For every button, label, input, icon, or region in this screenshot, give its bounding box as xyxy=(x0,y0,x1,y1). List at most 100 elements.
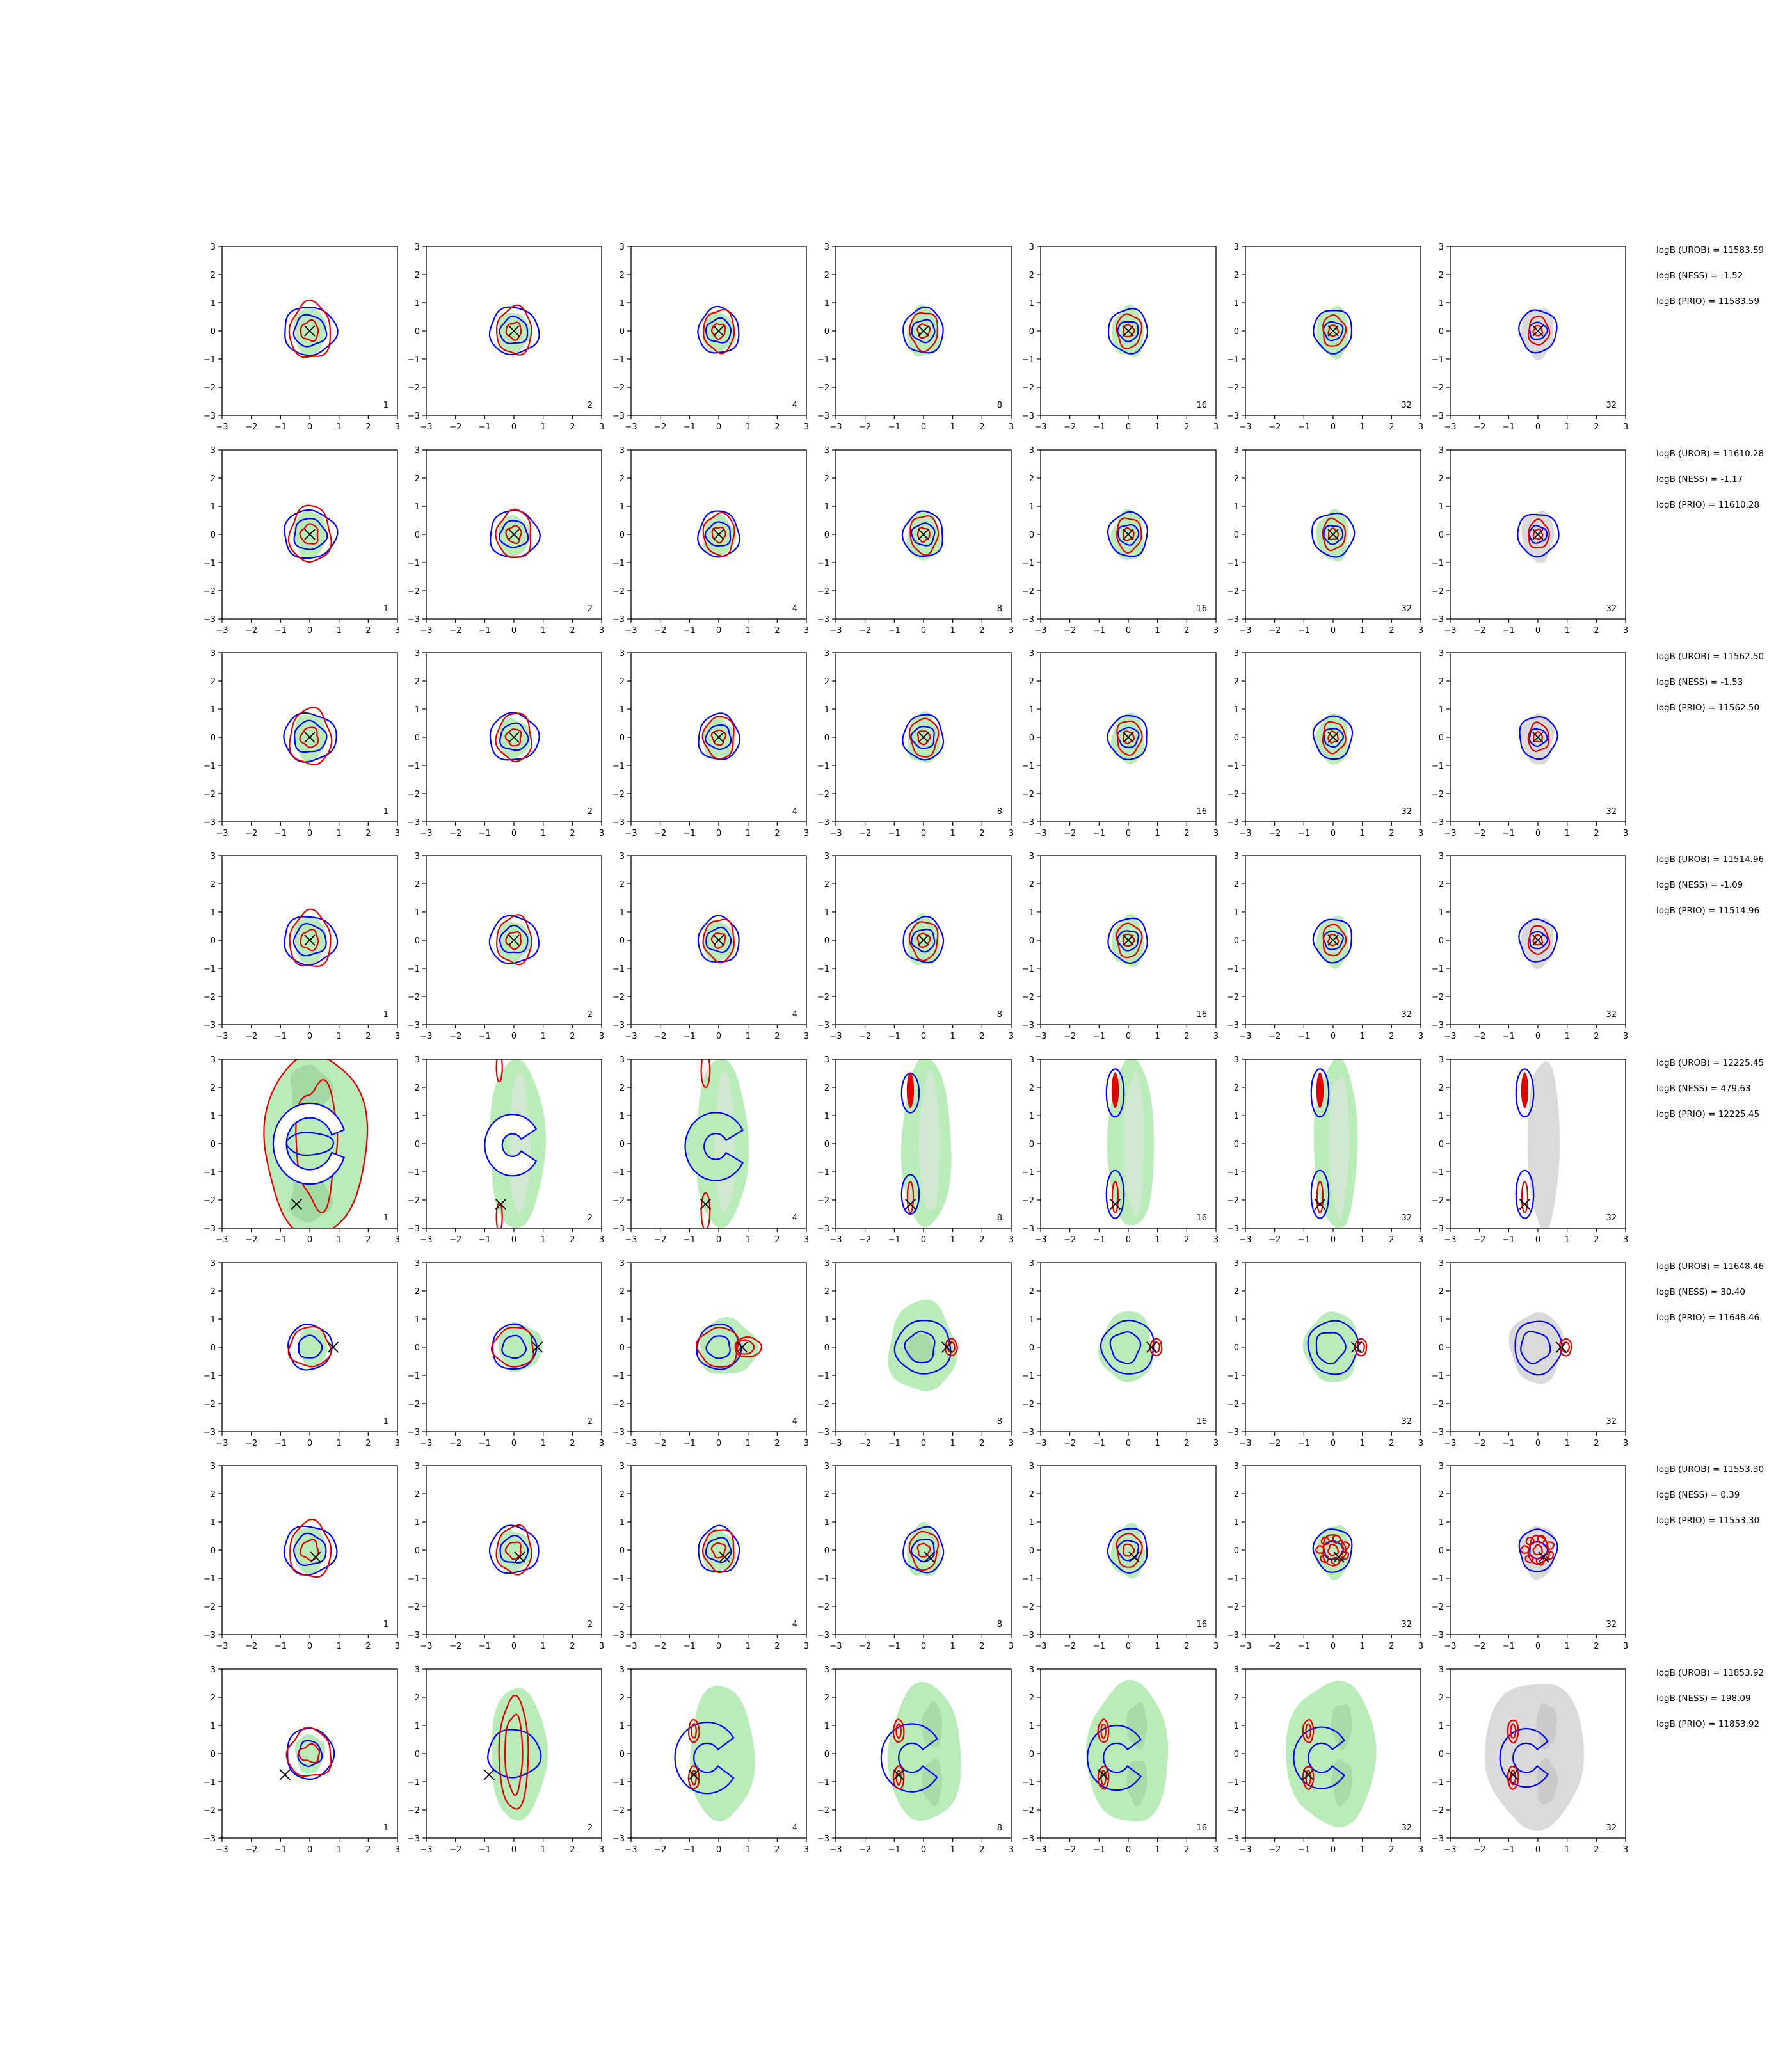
x-tick-label: 0 xyxy=(1126,1642,1131,1651)
y-tick-label: −1 xyxy=(1227,964,1239,974)
panel-r6-c2: −3−3 −2 −2 −1 −1 0 0 1 1 2 2 3 3 2 xyxy=(408,1259,604,1448)
logb-ness-label: logB (NESS) = 198.09 xyxy=(1656,1693,1751,1704)
panel-contours xyxy=(697,305,740,355)
x-tick-label: −3 xyxy=(420,1439,432,1448)
true-value-marker xyxy=(700,1198,712,1210)
true-value-marker xyxy=(1109,1198,1121,1210)
panel-r4-c2: −3−3 −2 −2 −1 −1 0 0 1 1 2 2 3 3 2 xyxy=(408,852,604,1041)
x-tick-label: 3 xyxy=(1009,1845,1014,1855)
panel-label: 32 xyxy=(1401,807,1412,817)
y-tick-label: 1 xyxy=(824,908,829,918)
x-tick-label: 3 xyxy=(804,1439,809,1448)
y-tick-label: −2 xyxy=(1022,1603,1034,1612)
y-tick-label: 3 xyxy=(211,243,216,252)
x-tick-label: −2 xyxy=(1473,422,1485,432)
prio-contour xyxy=(916,1542,931,1558)
logb-urob-label: logB (UROB) = 11648.46 xyxy=(1656,1261,1764,1272)
y-tick-label: −2 xyxy=(204,383,216,393)
panel-contours xyxy=(902,304,944,357)
logb-urob-label: logB (UROB) = 11610.28 xyxy=(1656,449,1764,459)
x-tick-label: 3 xyxy=(1623,1439,1628,1448)
true-value-marker xyxy=(1327,325,1339,337)
panel-contours xyxy=(283,707,337,766)
x-tick-label: −3 xyxy=(1239,1235,1251,1245)
y-tick-label: −2 xyxy=(408,790,420,799)
panel-r6-c4: −3−3 −2 −2 −1 −1 0 0 1 1 2 2 3 3 8 xyxy=(817,1259,1014,1448)
x-tick-label: −1 xyxy=(275,1642,287,1651)
y-tick-label: 0 xyxy=(1439,327,1444,337)
y-tick-label: 1 xyxy=(1029,502,1034,512)
x-tick-label: 1 xyxy=(541,1235,546,1245)
y-tick-label: −1 xyxy=(1432,355,1444,365)
x-tick-label: 3 xyxy=(1623,626,1628,636)
true-value-marker xyxy=(713,934,724,946)
ness-density-fill xyxy=(294,714,326,764)
x-tick-label: −2 xyxy=(1268,1845,1281,1855)
y-tick-label: −1 xyxy=(612,559,625,568)
urob-contour xyxy=(1528,728,1548,748)
x-tick-label: 1 xyxy=(1565,829,1570,838)
y-tick-label: 3 xyxy=(620,1462,625,1471)
x-tick-label: 3 xyxy=(395,1845,400,1855)
urob-contour xyxy=(1515,1068,1535,1118)
true-value-marker xyxy=(1519,1198,1531,1210)
x-tick-label: −1 xyxy=(479,626,491,636)
urob-contour xyxy=(705,317,732,344)
panel-contours xyxy=(684,1059,749,1228)
y-tick-label: 3 xyxy=(824,1462,829,1471)
y-tick-label: 1 xyxy=(415,299,420,308)
prio-contour xyxy=(1123,1543,1135,1557)
y-tick-label: 0 xyxy=(824,1140,829,1149)
y-tick-label: −3 xyxy=(612,818,625,828)
prio-contour xyxy=(496,914,532,966)
x-tick-label: 1 xyxy=(337,422,342,432)
panel-r1-c5: −3−3 −2 −2 −1 −1 0 0 1 1 2 2 3 3 16 xyxy=(1022,243,1219,432)
true-value-marker xyxy=(310,1551,321,1563)
y-tick-label: 0 xyxy=(1439,1343,1444,1353)
urob-contour xyxy=(1107,714,1148,760)
true-value-marker xyxy=(904,1198,916,1210)
y-tick-label: −2 xyxy=(204,1806,216,1816)
x-tick-label: −2 xyxy=(654,1235,666,1245)
x-tick-label: 1 xyxy=(541,1439,546,1448)
x-tick-label: 2 xyxy=(570,626,575,636)
x-tick-label: 3 xyxy=(804,1032,809,1041)
x-tick-label: −3 xyxy=(1444,1845,1456,1855)
panel-r8-c2: −3−3 −2 −2 −1 −1 0 0 1 1 2 2 3 3 2 xyxy=(408,1665,604,1855)
x-tick-label: 1 xyxy=(950,1032,956,1041)
y-tick-label: −1 xyxy=(204,1168,216,1178)
y-tick-label: −1 xyxy=(1432,1168,1444,1178)
x-tick-label: 3 xyxy=(1009,1235,1014,1245)
panel-label: 4 xyxy=(792,1417,797,1427)
y-tick-label: −1 xyxy=(1227,762,1239,771)
y-tick-label: 0 xyxy=(211,733,216,743)
x-tick-label: 1 xyxy=(1360,1235,1365,1245)
y-tick-label: 2 xyxy=(1029,474,1034,484)
y-tick-label: −1 xyxy=(1432,559,1444,568)
y-tick-label: −3 xyxy=(204,615,216,625)
x-tick-label: −3 xyxy=(1444,829,1456,838)
y-tick-label: −2 xyxy=(1022,383,1034,393)
x-tick-label: 1 xyxy=(337,1642,342,1651)
urob-contour xyxy=(893,1319,952,1375)
prio-contour xyxy=(1510,1723,1517,1739)
prio-contour xyxy=(1302,1718,1315,1743)
urob-contour xyxy=(1086,1724,1142,1791)
urob-contour xyxy=(1310,1068,1330,1118)
true-value-marker xyxy=(918,934,929,946)
x-tick-label: 0 xyxy=(307,1845,312,1855)
x-tick-label: 1 xyxy=(1155,1845,1160,1855)
true-value-marker xyxy=(508,934,520,946)
y-tick-label: −1 xyxy=(408,964,420,974)
panel-label: 4 xyxy=(792,604,797,614)
y-tick-label: −2 xyxy=(1022,1400,1034,1409)
x-tick-label: 3 xyxy=(599,829,604,838)
panel-contours xyxy=(488,1524,540,1576)
y-tick-label: −1 xyxy=(204,1574,216,1584)
ness-density-fill xyxy=(1126,1702,1148,1750)
prio-contour xyxy=(1322,517,1347,552)
y-tick-label: 1 xyxy=(211,502,216,512)
y-tick-label: −2 xyxy=(1432,790,1444,799)
y-tick-label: 0 xyxy=(1029,327,1034,337)
prio-contour xyxy=(1122,730,1135,745)
